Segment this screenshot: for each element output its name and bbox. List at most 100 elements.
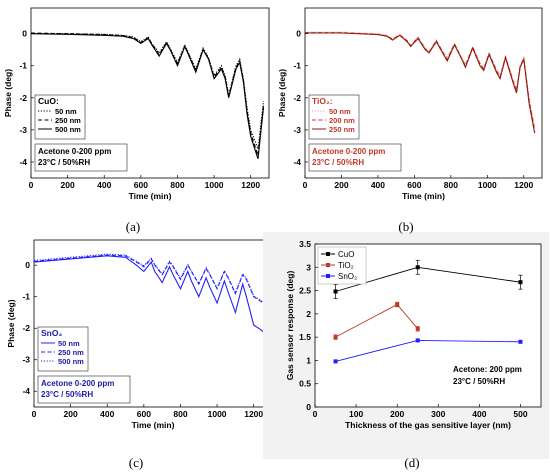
data-point xyxy=(518,339,523,344)
legend-label: 500 nm xyxy=(55,125,81,134)
annotation: Acetone: 200 ppm 23°C / 50%RH xyxy=(453,365,522,386)
caption-d: (d) xyxy=(404,455,420,470)
legend-box xyxy=(308,94,360,140)
data-point xyxy=(415,338,420,343)
annotation-box xyxy=(308,143,402,172)
legend-label: 500 nm xyxy=(58,357,84,366)
legend-label: 250 nm xyxy=(329,125,355,134)
x-tick-label: 1200 xyxy=(244,409,263,419)
x-tick-label: 0 xyxy=(32,409,37,419)
annotation-line: 23°C / 50%RH xyxy=(453,377,505,386)
x-axis-label: Time (min) xyxy=(402,191,445,201)
x-tick-label: 1000 xyxy=(205,180,224,190)
data-point xyxy=(333,289,338,294)
annotation-line: Acetone: 200 ppm xyxy=(453,365,522,374)
legend-label: CuO xyxy=(338,250,354,259)
x-tick-label: 800 xyxy=(173,409,187,419)
legend-marker xyxy=(326,263,330,267)
y-tick-label: -4 xyxy=(22,386,30,396)
y-axis-label: Phase (deg) xyxy=(3,69,13,117)
y-tick-label: 0.5 xyxy=(299,379,311,389)
y-tick-label: -3 xyxy=(19,125,27,135)
legend-label: 50 nm xyxy=(58,339,80,348)
y-tick-label: 1.5 xyxy=(299,332,311,342)
y-tick-label: 3.5 xyxy=(299,239,311,249)
y-tick-label: -3 xyxy=(22,355,30,365)
x-tick-label: 200 xyxy=(61,180,75,190)
data-point xyxy=(415,326,420,331)
y-tick-label: 0 xyxy=(22,29,27,39)
series-line xyxy=(33,255,266,334)
x-tick-label: 600 xyxy=(134,180,148,190)
y-tick-label: -1 xyxy=(19,61,27,71)
y-tick-label: 3 xyxy=(306,262,311,272)
x-tick-label: 400 xyxy=(472,409,486,419)
x-tick-label: 200 xyxy=(334,180,348,190)
x-tick-label: 0 xyxy=(29,180,34,190)
legend-box xyxy=(37,326,89,372)
legend-title: TiO₂: xyxy=(312,96,333,106)
legend-title: CuO: xyxy=(38,96,59,106)
legend-box xyxy=(34,94,86,140)
annotation-line: Acetone 0-200 ppm xyxy=(41,379,114,388)
x-axis-label: Time (min) xyxy=(129,191,172,201)
annotation-line: 23°C / 50%RH xyxy=(38,158,90,167)
y-tick-label: 2 xyxy=(306,309,311,319)
data-point xyxy=(333,335,338,340)
y-tick-label: -4 xyxy=(19,157,27,167)
y-tick-label: 2.5 xyxy=(299,286,311,296)
x-tick-label: 1200 xyxy=(514,180,533,190)
legend-label: 250 nm xyxy=(58,348,84,357)
annotation: Acetone 0-200 ppm 23°C / 50%RH xyxy=(37,375,131,404)
annotation-line: 23°C / 50%RH xyxy=(312,158,364,167)
y-tick-label: 0 xyxy=(296,29,301,39)
y-tick-label: -1 xyxy=(293,61,301,71)
x-tick-label: 500 xyxy=(513,409,527,419)
y-axis-label: Gas sensor response (deg) xyxy=(285,271,295,381)
legend-label: 50 nm xyxy=(55,107,77,116)
x-tick-label: 0 xyxy=(303,180,308,190)
caption-c: (c) xyxy=(128,455,144,470)
y-tick-label: -2 xyxy=(293,93,301,103)
series-line xyxy=(33,254,266,306)
annotation: Acetone 0-200 ppm 23°C / 50%RH xyxy=(34,143,128,172)
legend-label: SnO₂ xyxy=(338,272,357,281)
chart-d: 0 100 200 300 400 500 0 0.5 1 1.5 2 2.5 3 3.5 Thicknes… xyxy=(263,232,549,459)
data-point xyxy=(395,302,400,307)
annotation: Acetone 0-200 ppm 23°C / 50%RH xyxy=(308,143,402,172)
x-tick-label: 100 xyxy=(349,409,363,419)
x-tick-label: 300 xyxy=(431,409,445,419)
y-tick-label: 0 xyxy=(25,260,30,270)
x-tick-label: 600 xyxy=(407,180,421,190)
y-tick-label: -1 xyxy=(22,292,30,302)
annotation-line: 23°C / 50%RH xyxy=(41,390,93,399)
y-tick-label: -3 xyxy=(293,125,301,135)
data-point xyxy=(333,359,338,364)
data-point xyxy=(415,265,420,270)
x-tick-label: 1000 xyxy=(208,409,227,419)
annotation-line: Acetone 0-200 ppm xyxy=(38,147,111,156)
y-tick-label: 0 xyxy=(306,402,311,412)
x-tick-label: 1000 xyxy=(478,180,497,190)
y-tick-label: -2 xyxy=(22,323,30,333)
annotation-box xyxy=(37,375,131,404)
legend-marker xyxy=(326,274,330,278)
legend: CuO TiO₂ SnO₂ xyxy=(317,246,367,285)
x-tick-label: 400 xyxy=(100,409,114,419)
caption-a: (a) xyxy=(125,219,141,234)
y-tick-label: -2 xyxy=(19,93,27,103)
caption-b: (b) xyxy=(398,219,414,234)
series-line xyxy=(33,253,266,305)
data-point xyxy=(518,280,523,285)
y-tick-label: 1 xyxy=(306,355,311,365)
x-tick-label: 0 xyxy=(313,409,318,419)
x-tick-label: 200 xyxy=(390,409,404,419)
x-tick-label: 800 xyxy=(170,180,184,190)
x-tick-label: 1200 xyxy=(241,180,260,190)
x-tick-label: 400 xyxy=(371,180,385,190)
x-tick-label: 200 xyxy=(64,409,78,419)
legend-label: TiO₂ xyxy=(338,261,354,270)
